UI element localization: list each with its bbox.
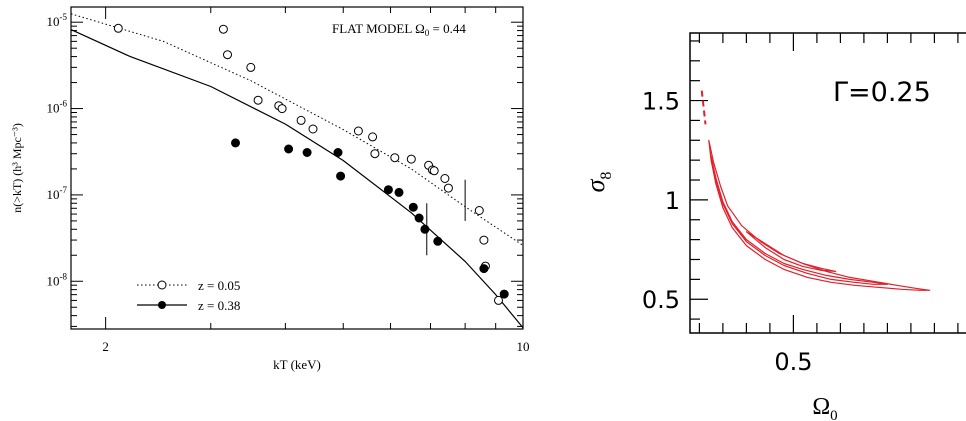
point-filled bbox=[284, 144, 294, 154]
point-filled bbox=[383, 185, 393, 195]
point-open bbox=[253, 95, 263, 105]
model-curve-0 bbox=[70, 13, 524, 246]
point-filled bbox=[394, 187, 404, 197]
legend-label-z005: z = 0.05 bbox=[198, 278, 240, 293]
point-open bbox=[406, 154, 416, 164]
point-open bbox=[368, 132, 378, 142]
y-tick-label: 10-7 bbox=[47, 185, 68, 202]
point-open bbox=[474, 206, 484, 215]
legend-label-z038: z = 0.38 bbox=[198, 298, 240, 313]
x-tick-labels: 2 10 bbox=[102, 339, 529, 354]
point-open bbox=[296, 115, 306, 125]
right-y-tick-labels: 0.5 1 1.5 bbox=[642, 88, 680, 315]
point-filled bbox=[231, 138, 240, 148]
point-open bbox=[246, 62, 256, 72]
point-open bbox=[390, 153, 400, 163]
contour-2 bbox=[745, 231, 837, 272]
left-x-axis-label: kT (keV) bbox=[273, 357, 321, 372]
right-x-axis-label: Ω0 bbox=[812, 394, 837, 421]
right-y-axis-label: σ8 bbox=[581, 172, 615, 193]
right-tick-marks bbox=[690, 33, 959, 333]
data-points bbox=[113, 23, 509, 305]
confidence-contours bbox=[700, 90, 931, 291]
point-filled bbox=[336, 171, 346, 181]
point-filled bbox=[479, 264, 489, 274]
point-filled bbox=[433, 236, 443, 246]
x-tick-label: 0.5 bbox=[774, 348, 812, 376]
point-open bbox=[479, 235, 489, 245]
contour-chart: 0.5 0.5 1 1.5 Γ=0.25 Ω0 σ8 bbox=[581, 32, 966, 421]
mass-function-chart: 2 10 10-5 10-6 10-7 10-8 FLAT MODEL Ω0 = 0.4… bbox=[10, 6, 530, 372]
point-open bbox=[429, 166, 439, 176]
point-open bbox=[494, 295, 503, 305]
x-tick-label: 10 bbox=[517, 339, 530, 354]
y-tick-label: 10-6 bbox=[47, 99, 68, 116]
point-open bbox=[113, 23, 123, 33]
contour-1 bbox=[710, 155, 889, 285]
y-tick-label: 0.5 bbox=[642, 286, 680, 314]
y-tick-label: 10-8 bbox=[47, 271, 68, 288]
model-curve-1 bbox=[70, 29, 524, 329]
point-filled bbox=[408, 202, 418, 212]
contour-dashed-segment bbox=[700, 90, 707, 125]
y-tick-label: 1 bbox=[665, 187, 680, 215]
point-open bbox=[353, 126, 363, 136]
left-y-axis-label: n(>kT) (h³ Mpc⁻³) bbox=[10, 123, 24, 213]
right-plot-frame bbox=[689, 32, 966, 334]
right-x-tick-labels: 0.5 bbox=[774, 348, 812, 376]
y-tick-labels: 10-5 10-6 10-7 10-8 bbox=[47, 12, 68, 288]
point-open bbox=[308, 124, 318, 134]
left-plot-frame bbox=[70, 6, 524, 330]
point-open bbox=[223, 50, 232, 60]
y-tick-label: 10-5 bbox=[47, 12, 68, 29]
legend-marker-filled bbox=[158, 301, 166, 309]
point-open bbox=[370, 149, 380, 159]
point-open bbox=[218, 24, 228, 34]
point-open bbox=[443, 183, 453, 193]
point-open bbox=[277, 104, 287, 114]
point-filled bbox=[333, 148, 343, 157]
y-tick-label: 1.5 bbox=[642, 88, 680, 116]
left-annotation: FLAT MODEL Ω0 = 0.44 bbox=[332, 21, 466, 38]
left-legend: z = 0.05 z = 0.38 bbox=[137, 278, 240, 313]
x-tick-label: 2 bbox=[102, 339, 109, 354]
point-open bbox=[440, 174, 450, 183]
model-curves bbox=[70, 13, 524, 329]
right-annotation: Γ=0.25 bbox=[833, 77, 931, 108]
point-filled bbox=[414, 213, 424, 223]
legend-marker-open bbox=[157, 280, 167, 290]
left-tick-marks bbox=[71, 7, 524, 329]
point-filled bbox=[302, 148, 312, 157]
point-filled bbox=[499, 289, 509, 299]
point-filled bbox=[420, 224, 430, 234]
contour-0 bbox=[708, 139, 931, 291]
